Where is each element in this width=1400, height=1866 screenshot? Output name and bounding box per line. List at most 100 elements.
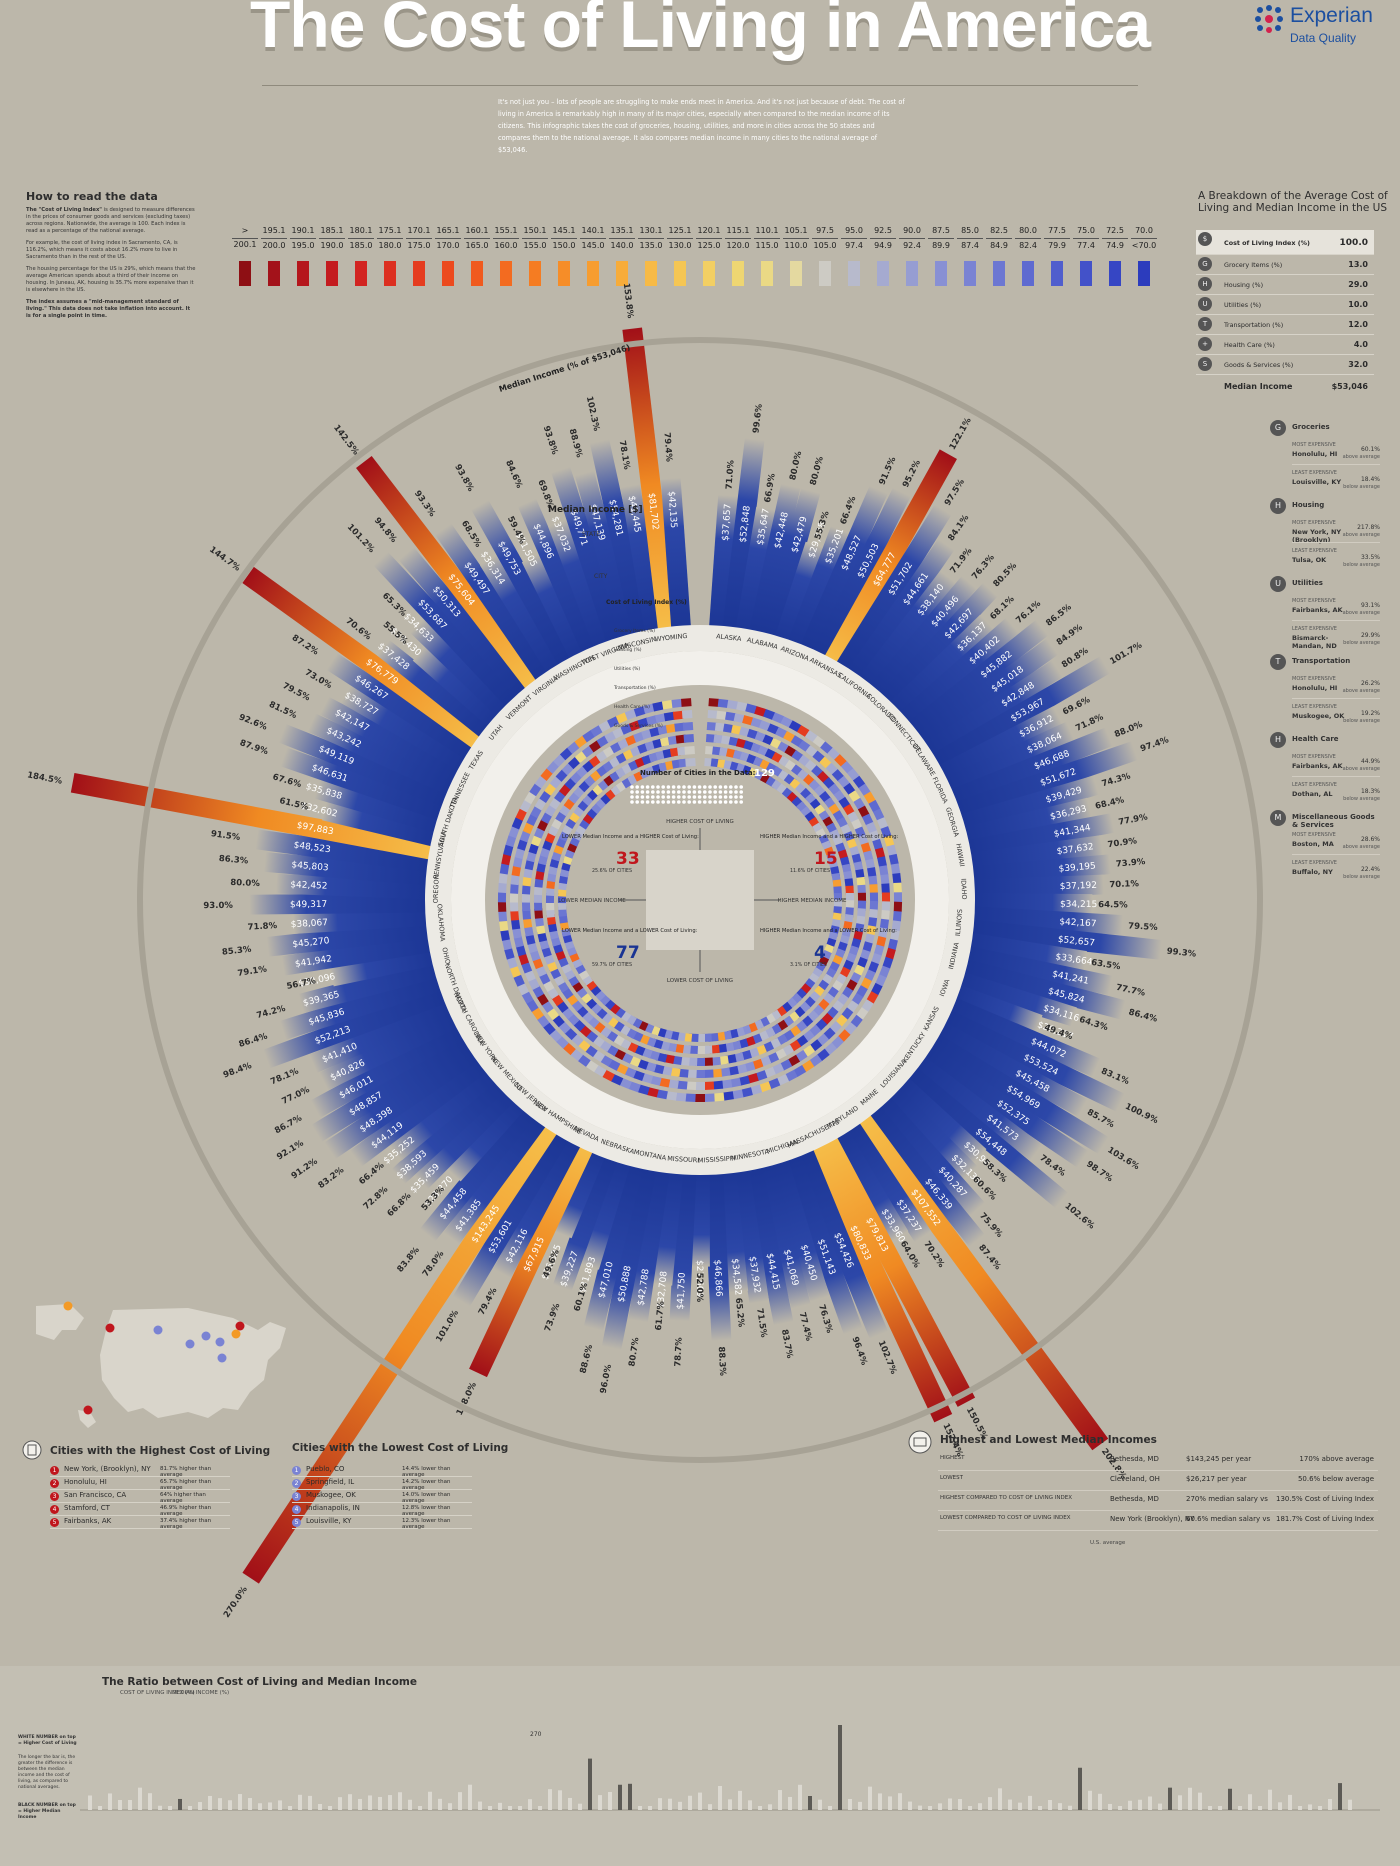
legend-swatch [1109, 261, 1121, 286]
index-cell [658, 1077, 671, 1088]
index-cell [868, 875, 878, 887]
breakdown-icon: G [1198, 257, 1212, 271]
category-separator [1292, 698, 1380, 699]
index-cell [812, 735, 826, 749]
most-expensive-pct: 217.8% [1357, 524, 1380, 531]
income-bar-rect [242, 1111, 565, 1584]
legend-lower: 120.0 [725, 238, 751, 253]
ratio-bar [668, 1798, 672, 1810]
index-cell [865, 858, 876, 871]
income-bar: $81,702 153.8% [621, 283, 680, 643]
money-icon [908, 1430, 932, 1454]
ratio-bar [1288, 1794, 1292, 1810]
income-bar-pct: 71.8% [247, 921, 278, 933]
income-bar-rect [952, 943, 1113, 996]
legend-lower: 92.4 [899, 238, 925, 253]
city-dot [661, 795, 665, 799]
income-bar-pct: 64.5% [1098, 900, 1128, 910]
city-dot [671, 790, 676, 794]
state-label: OHIO [440, 947, 451, 965]
legend-lower: 79.9 [1044, 238, 1070, 253]
index-cell [721, 1079, 733, 1089]
state-label: OKLAHOMA [435, 904, 446, 943]
income-bar-pct: 78.1% [617, 440, 632, 471]
city-dot [677, 785, 681, 789]
ratio-bar [98, 1806, 102, 1810]
ratio-bar [808, 1796, 812, 1810]
logo-subtitle: Data Quality [1290, 31, 1357, 45]
index-ring-label: Cost of Living Index (%) [606, 599, 687, 606]
income-bar-pct: 102.6% [1063, 1201, 1097, 1232]
income-bar-rect [905, 638, 1059, 757]
index-cell [577, 1054, 591, 1067]
index-cell [816, 1048, 830, 1062]
index-cell [869, 908, 878, 920]
ratio-bar [628, 1783, 632, 1810]
category-separator [1292, 854, 1380, 855]
index-cell [667, 1079, 679, 1089]
legend-cell: 70.0 <70.0 [1131, 224, 1157, 286]
index-cell [498, 872, 508, 884]
income-bar-pct: 84.6% [503, 459, 524, 490]
index-cell [531, 1007, 544, 1020]
income-bar-rect [866, 1086, 985, 1216]
index-cell [735, 1063, 748, 1075]
index-cell [723, 723, 735, 734]
legend-lower: 150.0 [551, 238, 577, 253]
index-cell [883, 835, 895, 848]
ratio-bar [438, 1798, 442, 1810]
ratio-bar [568, 1797, 572, 1810]
city-name: New York, (Brooklyn), NY [64, 1465, 151, 1473]
ratio-bar [548, 1789, 552, 1810]
city-rank: 5 [292, 1518, 301, 1527]
state-label: ALASKA [716, 632, 743, 643]
legend-swatch [993, 261, 1005, 286]
ratio-bar [1278, 1802, 1282, 1810]
index-cell [763, 1066, 776, 1078]
quadrant-label: HIGHER Median Income and a LOWER Cost of… [760, 928, 897, 934]
ratio-bar [198, 1802, 202, 1810]
income-bar-rect [319, 1004, 471, 1091]
highlow-ratio: 181.7% Cost of Living Index [1276, 1515, 1374, 1523]
index-cell [755, 1070, 768, 1082]
legend-cell: 120.1 125.0 [696, 224, 722, 286]
legend-swatch [645, 261, 657, 286]
city-pct: 12.8% lower than average [402, 1505, 451, 1517]
index-cell [738, 1075, 751, 1086]
quadrant-pct: 11.6% OF CITIES [790, 868, 830, 874]
ratio-bar [1198, 1792, 1202, 1810]
highlow-row: LOWEST COMPARED TO COST OF LIVING INDEX N… [938, 1511, 1378, 1531]
city-dot [677, 790, 681, 794]
quadrant-value: 4 [814, 943, 826, 963]
highlow-value: 60.6% median salary vs [1186, 1515, 1271, 1523]
income-bar-rect [311, 1026, 484, 1142]
quadrant-label: HIGHER Median Income and a HIGHER Cost o… [760, 834, 899, 840]
lowest-cities-list: 1 Pueblo, CO 14.4% lower than average 2 Spri… [292, 1464, 472, 1530]
ratio-bar [1308, 1804, 1312, 1810]
median-income-label: Median Income [1224, 382, 1293, 391]
city-dot [729, 785, 733, 789]
income-bar-pct: 78.7% [673, 1337, 684, 1367]
ratio-bar [818, 1799, 822, 1810]
income-bar-pct: 99.3% [1166, 947, 1197, 960]
most-expensive-city: Fairbanks, AK [1292, 762, 1343, 770]
city-dot [723, 800, 728, 804]
ratio-bar [868, 1786, 872, 1810]
income-bar-pct: 79.5% [1128, 921, 1159, 933]
legend-upper: 77.5 [1048, 226, 1066, 235]
index-cell [771, 712, 785, 724]
income-bar-value: $52,848 [738, 505, 752, 543]
state-label: OREGON [432, 874, 441, 903]
income-bar-rect [955, 930, 1087, 971]
index-cell [515, 808, 528, 821]
city-dot [692, 795, 697, 799]
income-bar-pct: 97.5% [943, 477, 967, 508]
ratio-bar [458, 1792, 462, 1810]
income-bar-pct: 91.5% [877, 455, 898, 486]
index-cell [628, 720, 642, 732]
ratio-bar [498, 1802, 502, 1810]
legend-lower: 74.9 [1102, 238, 1128, 253]
category-separator [1292, 542, 1380, 543]
city-dot [708, 795, 712, 799]
ratio-bar [108, 1793, 112, 1810]
